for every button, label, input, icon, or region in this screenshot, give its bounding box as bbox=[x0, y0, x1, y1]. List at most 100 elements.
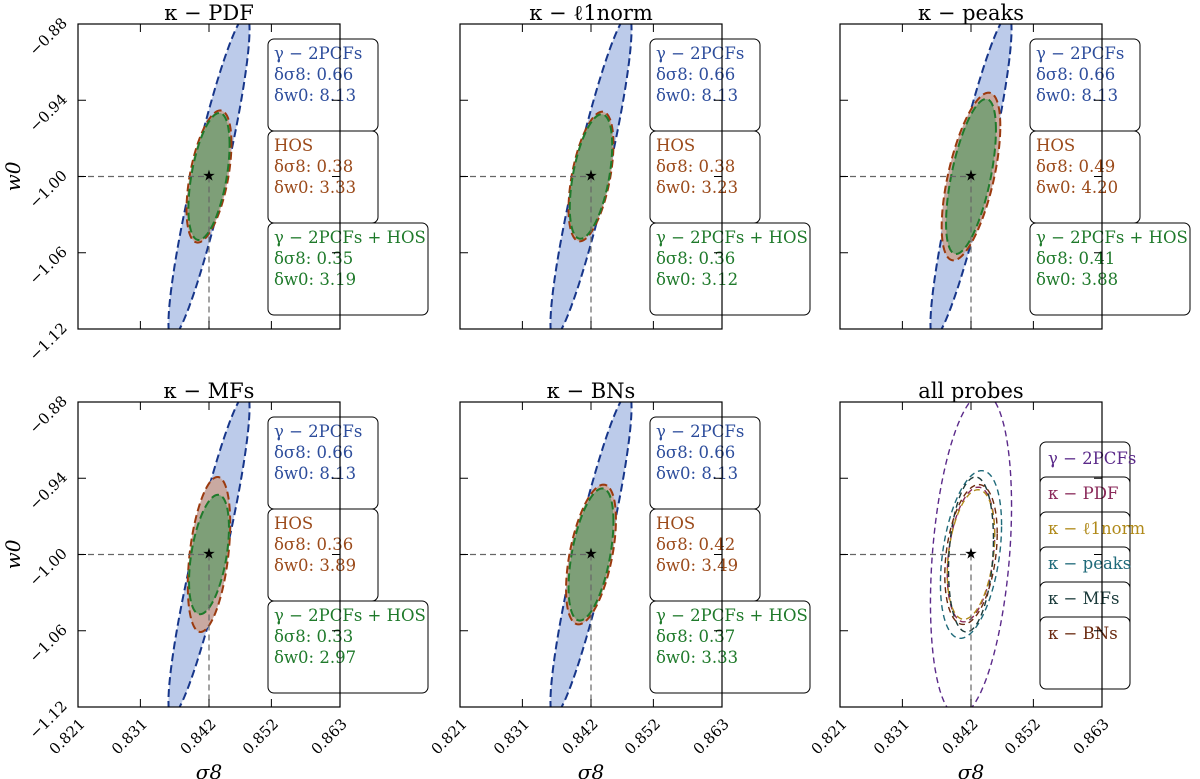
hos-box-line: δw0: 3.23 bbox=[656, 178, 738, 197]
plot-frame bbox=[839, 401, 1103, 708]
y-tick-label: −0.88 bbox=[26, 392, 71, 437]
plot-area: ★ bbox=[840, 402, 1013, 707]
y-tick-label: −0.88 bbox=[26, 14, 71, 59]
hos-box-line: δw0: 4.20 bbox=[1036, 178, 1118, 197]
legend: γ − 2PCFs κ − PDF κ − ℓ1norm κ − peaks κ − M… bbox=[1039, 441, 1145, 690]
legend-label: γ − 2PCFs bbox=[1048, 449, 1136, 468]
combined-box-line: γ − 2PCFs + HOS bbox=[1036, 228, 1188, 247]
gamma-2pcfs-box-line: γ − 2PCFs bbox=[1036, 44, 1124, 63]
x-tick-label: 0.852 bbox=[239, 715, 282, 758]
x-tick-label: 0.852 bbox=[621, 715, 664, 758]
plot-area: ★ bbox=[78, 24, 251, 329]
x-tick-label: 0.821 bbox=[808, 715, 851, 758]
combined-box-line: γ − 2PCFs + HOS bbox=[274, 606, 426, 625]
panel-1: ★ γ − 2PCFs δσ8: 0.66 δw0: 8.13 HOS δσ8: 0.38… bbox=[1, 1, 429, 364]
panel-2: ★ γ − 2PCFs δσ8: 0.66 δw0: 8.13 HOS δσ8: 0.38… bbox=[459, 1, 811, 330]
y-tick-label: −0.94 bbox=[26, 468, 71, 513]
gamma-2pcfs-box-line: δσ8: 0.66 bbox=[274, 443, 353, 462]
hos-box-line: HOS bbox=[656, 514, 695, 533]
y-tick-label: −1.06 bbox=[26, 243, 71, 288]
panel-title: κ − PDF bbox=[164, 1, 254, 25]
combined-box-line: δw0: 2.97 bbox=[274, 648, 356, 667]
x-tick-label: 0.821 bbox=[428, 715, 471, 758]
hos-box-line: δw0: 3.33 bbox=[274, 178, 356, 197]
ellipse-probe bbox=[929, 402, 1013, 707]
x-axis-label: σ8 bbox=[578, 760, 604, 779]
legend-label: κ − peaks bbox=[1048, 554, 1131, 573]
combined-box-line: δσ8: 0.35 bbox=[274, 249, 353, 268]
x-axis-label: σ8 bbox=[958, 760, 984, 779]
combined-box-frame bbox=[267, 222, 429, 316]
x-tick-label: 0.863 bbox=[308, 715, 351, 758]
legend-label: κ − ℓ1norm bbox=[1048, 519, 1145, 538]
combined-box: γ − 2PCFs + HOS δσ8: 0.36 δw0: 3.12 bbox=[649, 222, 811, 316]
gamma-2pcfs-box-line: γ − 2PCFs bbox=[274, 422, 362, 441]
hos-box: HOS δσ8: 0.38 δw0: 3.23 bbox=[649, 130, 761, 224]
combined-box-line: δw0: 3.33 bbox=[656, 648, 738, 667]
fiducial-star-icon: ★ bbox=[202, 167, 215, 185]
hos-box-line: δw0: 3.89 bbox=[274, 556, 356, 575]
x-axis-label: σ8 bbox=[196, 760, 222, 779]
combined-box: γ − 2PCFs + HOS δσ8: 0.33 δw0: 2.97 bbox=[267, 600, 429, 694]
hos-box-line: δσ8: 0.36 bbox=[274, 535, 353, 554]
combined-box-frame bbox=[1029, 222, 1191, 316]
combined-box-line: δw0: 3.12 bbox=[656, 270, 738, 289]
combined-box: γ − 2PCFs + HOS δσ8: 0.35 δw0: 3.19 bbox=[267, 222, 429, 316]
plot-frame bbox=[77, 401, 341, 708]
ellipse-probe bbox=[947, 476, 995, 633]
x-tick-label: 0.842 bbox=[559, 715, 602, 758]
gamma-2pcfs-box-line: δw0: 8.13 bbox=[274, 464, 356, 483]
x-tick-label: 0.863 bbox=[1070, 715, 1113, 758]
plot-area: ★ bbox=[460, 24, 633, 329]
panel-4: ★ γ − 2PCFs δσ8: 0.66 δw0: 8.13 HOS δσ8: 0.36… bbox=[1, 379, 429, 779]
combined-box: γ − 2PCFs + HOS δσ8: 0.41 δw0: 3.88 bbox=[1029, 222, 1191, 316]
gamma-2pcfs-box-line: δw0: 8.13 bbox=[1036, 86, 1118, 105]
gamma-2pcfs-box-line: γ − 2PCFs bbox=[656, 422, 744, 441]
plot-frame bbox=[459, 401, 723, 708]
y-tick-label: −1.06 bbox=[26, 621, 71, 666]
combined-box-frame bbox=[267, 600, 429, 694]
gamma-2pcfs-box-line: δσ8: 0.66 bbox=[274, 65, 353, 84]
panel-5: ★ γ − 2PCFs δσ8: 0.66 δw0: 8.13 HOS δσ8: 0.42… bbox=[428, 379, 811, 779]
panel-3: ★ γ − 2PCFs δσ8: 0.66 δw0: 8.13 HOS δσ8: 0.49… bbox=[839, 1, 1191, 330]
gamma-2pcfs-box-line: γ − 2PCFs bbox=[656, 44, 744, 63]
ellipse-probe bbox=[944, 483, 998, 626]
legend-label: κ − BNs bbox=[1048, 624, 1118, 643]
ellipse-probe bbox=[946, 486, 996, 623]
plot-area: ★ bbox=[460, 402, 633, 707]
combined-box-line: δσ8: 0.41 bbox=[1036, 249, 1115, 268]
combined-box-line: δσ8: 0.33 bbox=[274, 627, 353, 646]
gamma-2pcfs-box-line: δw0: 8.13 bbox=[656, 86, 738, 105]
gamma-2pcfs-box-line: δw0: 8.13 bbox=[656, 464, 738, 483]
hos-box: HOS δσ8: 0.36 δw0: 3.89 bbox=[267, 508, 379, 602]
gamma-2pcfs-box-line: δσ8: 0.66 bbox=[656, 443, 735, 462]
panel-title: all probes bbox=[918, 379, 1023, 403]
hos-box-line: δσ8: 0.38 bbox=[656, 157, 735, 176]
x-tick-label: 0.863 bbox=[690, 715, 733, 758]
gamma-2pcfs-box-line: δσ8: 0.66 bbox=[656, 65, 735, 84]
hos-box-line: HOS bbox=[1036, 136, 1075, 155]
plot-frame bbox=[77, 23, 341, 330]
x-tick-label: 0.842 bbox=[939, 715, 982, 758]
y-tick-label: −1.12 bbox=[26, 319, 71, 364]
fiducial-star-icon: ★ bbox=[202, 545, 215, 563]
fiducial-star-icon: ★ bbox=[964, 167, 977, 185]
hos-box-line: HOS bbox=[274, 136, 313, 155]
gamma-2pcfs-box: γ − 2PCFs δσ8: 0.66 δw0: 8.13 bbox=[649, 38, 761, 132]
ellipse-probe bbox=[939, 469, 1003, 640]
x-tick-label: 0.852 bbox=[1001, 715, 1044, 758]
gamma-2pcfs-box: γ − 2PCFs δσ8: 0.66 δw0: 8.13 bbox=[1029, 38, 1141, 132]
combined-box-frame bbox=[649, 222, 811, 316]
gamma-2pcfs-box: γ − 2PCFs δσ8: 0.66 δw0: 8.13 bbox=[649, 416, 761, 510]
y-tick-label: −0.94 bbox=[26, 90, 71, 135]
legend-box bbox=[1039, 616, 1131, 690]
combined-box-line: δσ8: 0.37 bbox=[656, 627, 735, 646]
panel-title: κ − MFs bbox=[164, 379, 255, 403]
x-tick-label: 0.842 bbox=[177, 715, 220, 758]
x-tick-label: 0.831 bbox=[108, 715, 151, 758]
fiducial-star-icon: ★ bbox=[584, 167, 597, 185]
y-tick-label: −1.00 bbox=[26, 167, 71, 212]
hos-box-line: HOS bbox=[656, 136, 695, 155]
fiducial-star-icon: ★ bbox=[584, 545, 597, 563]
